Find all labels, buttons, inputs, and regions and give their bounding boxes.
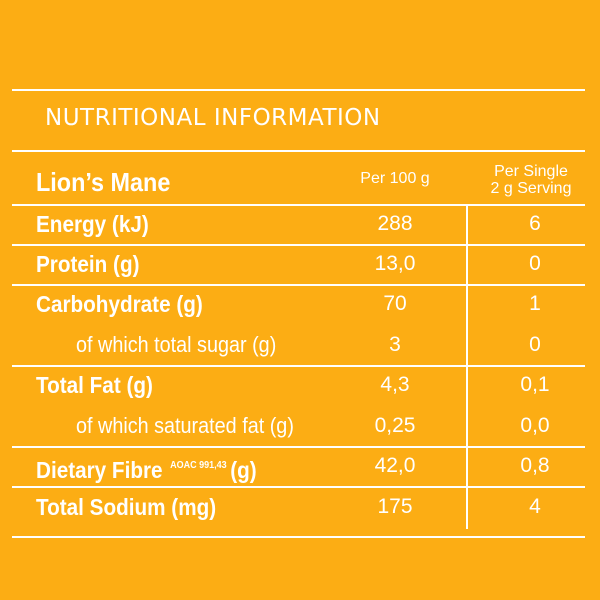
panel-title: NUTRITIONAL INFORMATION	[45, 105, 381, 131]
row-divider	[12, 204, 585, 206]
table-row: Carbohydrate (g) 70 1	[0, 284, 600, 324]
row-label: Total Fat (g)	[36, 372, 153, 398]
table-row: Dietary Fibre AOAC 991,43 (g) 42,0 0,8	[0, 446, 600, 486]
row-label: of which total sugar (g)	[76, 332, 277, 357]
row-label-unit: (g)	[230, 457, 257, 483]
row-divider	[12, 365, 585, 367]
row-label: Dietary Fibre AOAC 991,43 (g)	[36, 446, 257, 486]
row-divider	[12, 446, 585, 448]
column-header-per-serving-line2: 2 g Serving	[490, 180, 572, 197]
value-per-100g: 70	[383, 292, 407, 315]
column-header-per-serving-line1: Per Single	[494, 163, 568, 180]
value-per-serving: 0,0	[520, 414, 550, 437]
value-per-serving: 0	[529, 333, 541, 356]
row-label: Total Sodium (mg)	[36, 494, 217, 520]
row-label-superscript: AOAC 991,43	[170, 460, 227, 471]
row-label: Carbohydrate (g)	[36, 291, 203, 317]
table-row: Total Sodium (mg) 175 4	[0, 487, 600, 527]
top-rule	[12, 89, 585, 91]
value-per-serving: 1	[529, 292, 541, 315]
table-row: Energy (kJ) 288 6	[0, 204, 600, 244]
value-per-100g: 0,25	[374, 414, 416, 437]
column-header-per-100g: Per 100 g	[320, 170, 470, 187]
value-per-100g: 175	[377, 495, 413, 518]
table-row: of which total sugar (g) 3 0	[0, 325, 600, 365]
value-per-100g: 3	[389, 333, 401, 356]
table-row: of which saturated fat (g) 0,25 0,0	[0, 406, 600, 446]
value-per-serving: 0,8	[520, 454, 550, 477]
bottom-rule	[12, 536, 585, 538]
value-per-serving: 4	[529, 495, 541, 518]
value-per-100g: 288	[377, 212, 413, 235]
value-per-serving: 6	[529, 212, 541, 235]
table-row: Total Fat (g) 4,3 0,1	[0, 365, 600, 405]
header-rule	[12, 150, 585, 152]
column-header-per-100g-label: Per 100 g	[360, 170, 430, 187]
row-label: Energy (kJ)	[36, 211, 149, 237]
column-header-per-serving: Per Single 2 g Serving	[463, 163, 599, 197]
row-divider	[12, 284, 585, 286]
table-row: Protein (g) 13,0 0	[0, 244, 600, 284]
row-divider	[12, 486, 585, 488]
value-per-serving: 0,1	[520, 373, 550, 396]
value-per-100g: 4,3	[380, 373, 410, 396]
value-per-100g: 13,0	[374, 252, 416, 275]
value-per-serving: 0	[529, 252, 541, 275]
product-name: Lion’s Mane	[36, 167, 171, 197]
row-label: Protein (g)	[36, 251, 140, 277]
value-per-100g: 42,0	[374, 454, 416, 477]
row-divider	[12, 244, 585, 246]
row-label: of which saturated fat (g)	[76, 413, 294, 438]
column-divider	[466, 204, 468, 529]
row-label-text: Dietary Fibre	[36, 457, 163, 483]
